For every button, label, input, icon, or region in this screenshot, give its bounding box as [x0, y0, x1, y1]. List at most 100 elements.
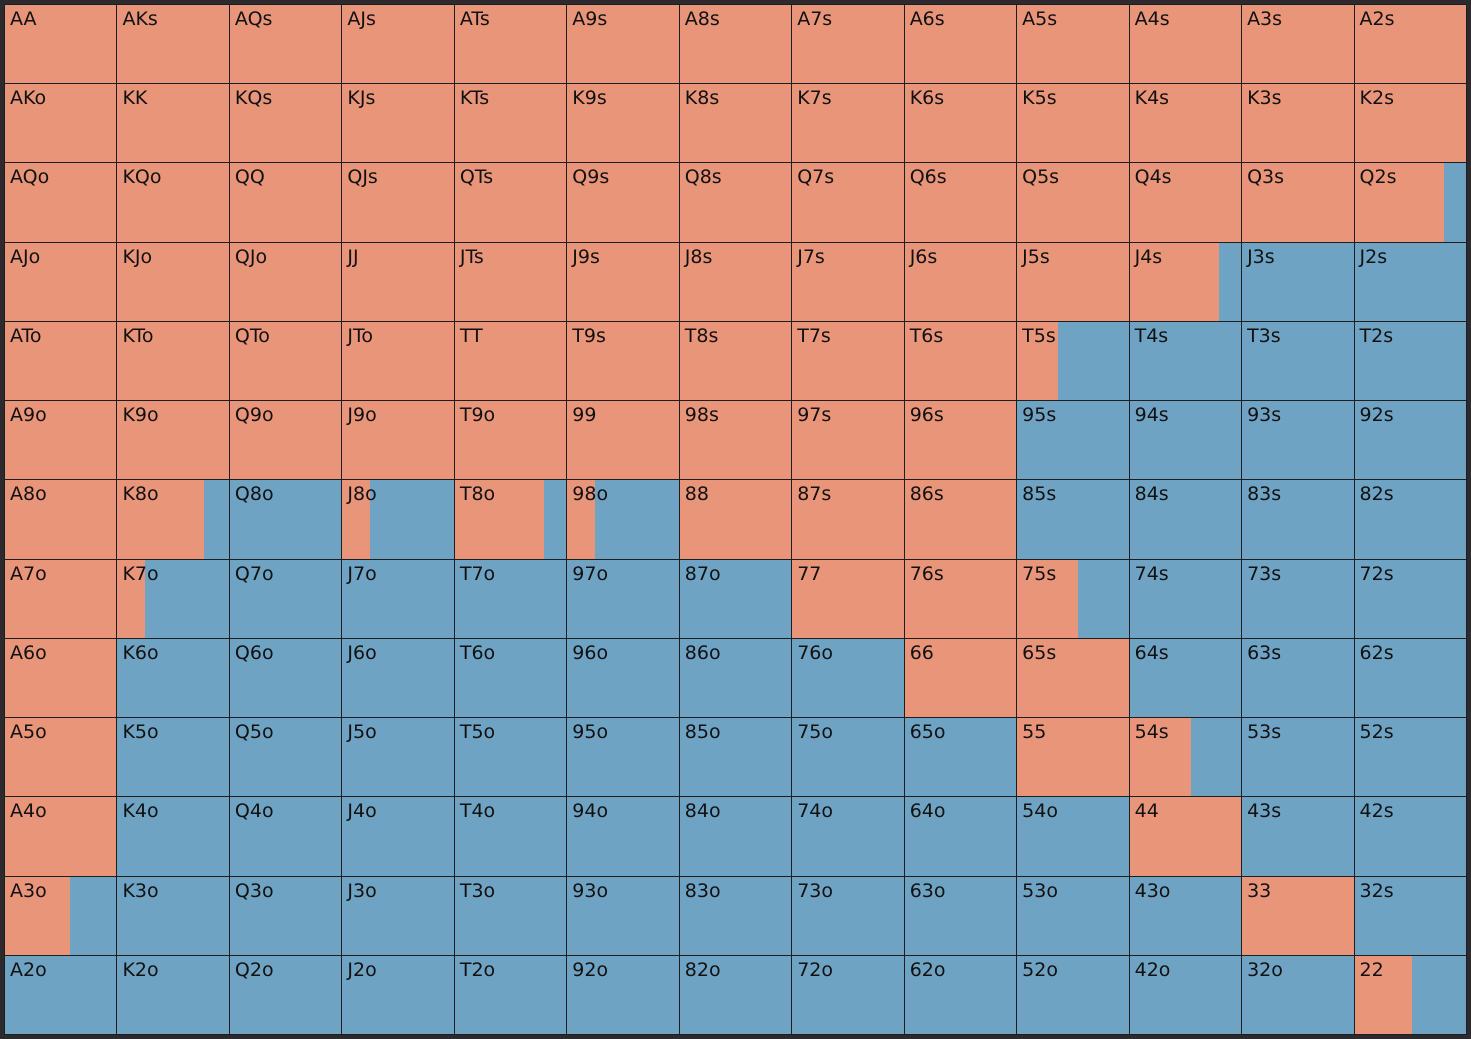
hand-cell-98o[interactable]: 98o: [567, 480, 679, 559]
hand-cell-43o[interactable]: 43o: [1129, 876, 1242, 955]
hand-cell-88[interactable]: 88: [679, 480, 792, 559]
hand-cell-j2s[interactable]: J2s: [1354, 242, 1466, 321]
hand-cell-52o[interactable]: 52o: [1017, 955, 1129, 1034]
hand-cell-ato[interactable]: ATo: [5, 321, 117, 401]
hand-cell-86o[interactable]: 86o: [679, 638, 792, 718]
hand-cell-ajs[interactable]: AJs: [342, 5, 454, 84]
hand-cell-86s[interactable]: 86s: [904, 480, 1017, 559]
hand-cell-93s[interactable]: 93s: [1242, 401, 1354, 480]
hand-cell-k4s[interactable]: K4s: [1129, 84, 1242, 163]
hand-cell-83s[interactable]: 83s: [1242, 480, 1354, 559]
hand-cell-64s[interactable]: 64s: [1129, 638, 1242, 718]
hand-cell-a2o[interactable]: A2o: [5, 955, 117, 1034]
hand-cell-a5o[interactable]: A5o: [5, 718, 117, 797]
hand-cell-44[interactable]: 44: [1129, 797, 1242, 876]
hand-cell-kqs[interactable]: KQs: [229, 84, 342, 163]
hand-cell-q6o[interactable]: Q6o: [229, 638, 342, 718]
hand-cell-76s[interactable]: 76s: [904, 559, 1017, 638]
hand-cell-t9s[interactable]: T9s: [567, 321, 679, 401]
hand-cell-aa[interactable]: AA: [5, 5, 117, 84]
hand-cell-a7s[interactable]: A7s: [792, 5, 904, 84]
hand-cell-97s[interactable]: 97s: [792, 401, 904, 480]
hand-cell-98s[interactable]: 98s: [679, 401, 792, 480]
hand-cell-qq[interactable]: QQ: [229, 163, 342, 242]
hand-cell-k9s[interactable]: K9s: [567, 84, 679, 163]
hand-cell-jts[interactable]: JTs: [454, 242, 567, 321]
hand-cell-t2o[interactable]: T2o: [454, 955, 567, 1034]
hand-cell-k5s[interactable]: K5s: [1017, 84, 1129, 163]
hand-cell-t5s[interactable]: T5s: [1017, 321, 1129, 401]
hand-cell-93o[interactable]: 93o: [567, 876, 679, 955]
hand-cell-kqo[interactable]: KQo: [117, 163, 229, 242]
hand-cell-42o[interactable]: 42o: [1129, 955, 1242, 1034]
hand-cell-q5s[interactable]: Q5s: [1017, 163, 1129, 242]
hand-cell-t4s[interactable]: T4s: [1129, 321, 1242, 401]
hand-cell-j8o[interactable]: J8o: [342, 480, 454, 559]
hand-cell-kto[interactable]: KTo: [117, 321, 229, 401]
hand-cell-43s[interactable]: 43s: [1242, 797, 1354, 876]
hand-cell-74o[interactable]: 74o: [792, 797, 904, 876]
hand-cell-95o[interactable]: 95o: [567, 718, 679, 797]
hand-cell-53s[interactable]: 53s: [1242, 718, 1354, 797]
hand-cell-k9o[interactable]: K9o: [117, 401, 229, 480]
hand-cell-77[interactable]: 77: [792, 559, 904, 638]
hand-cell-j7s[interactable]: J7s: [792, 242, 904, 321]
hand-cell-k8s[interactable]: K8s: [679, 84, 792, 163]
hand-cell-73s[interactable]: 73s: [1242, 559, 1354, 638]
hand-cell-a8o[interactable]: A8o: [5, 480, 117, 559]
hand-cell-53o[interactable]: 53o: [1017, 876, 1129, 955]
hand-cell-65s[interactable]: 65s: [1017, 638, 1129, 718]
hand-cell-t2s[interactable]: T2s: [1354, 321, 1466, 401]
hand-cell-63s[interactable]: 63s: [1242, 638, 1354, 718]
hand-cell-qts[interactable]: QTs: [454, 163, 567, 242]
hand-cell-87s[interactable]: 87s: [792, 480, 904, 559]
hand-cell-94o[interactable]: 94o: [567, 797, 679, 876]
hand-cell-t8s[interactable]: T8s: [679, 321, 792, 401]
hand-cell-q9o[interactable]: Q9o: [229, 401, 342, 480]
hand-cell-j4s[interactable]: J4s: [1129, 242, 1242, 321]
hand-cell-87o[interactable]: 87o: [679, 559, 792, 638]
hand-cell-q5o[interactable]: Q5o: [229, 718, 342, 797]
hand-cell-33[interactable]: 33: [1242, 876, 1354, 955]
hand-cell-ats[interactable]: ATs: [454, 5, 567, 84]
hand-cell-t5o[interactable]: T5o: [454, 718, 567, 797]
hand-cell-85s[interactable]: 85s: [1017, 480, 1129, 559]
hand-cell-t9o[interactable]: T9o: [454, 401, 567, 480]
hand-cell-a3s[interactable]: A3s: [1242, 5, 1354, 84]
hand-cell-k2o[interactable]: K2o: [117, 955, 229, 1034]
hand-cell-75o[interactable]: 75o: [792, 718, 904, 797]
hand-cell-j2o[interactable]: J2o: [342, 955, 454, 1034]
hand-cell-t7o[interactable]: T7o: [454, 559, 567, 638]
hand-cell-a6o[interactable]: A6o: [5, 638, 117, 718]
hand-cell-a3o[interactable]: A3o: [5, 876, 117, 955]
hand-cell-76o[interactable]: 76o: [792, 638, 904, 718]
hand-cell-ajo[interactable]: AJo: [5, 242, 117, 321]
hand-cell-55[interactable]: 55: [1017, 718, 1129, 797]
hand-cell-j3o[interactable]: J3o: [342, 876, 454, 955]
hand-cell-q8o[interactable]: Q8o: [229, 480, 342, 559]
hand-cell-72o[interactable]: 72o: [792, 955, 904, 1034]
hand-cell-32s[interactable]: 32s: [1354, 876, 1466, 955]
hand-cell-j5s[interactable]: J5s: [1017, 242, 1129, 321]
hand-cell-64o[interactable]: 64o: [904, 797, 1017, 876]
hand-cell-aqs[interactable]: AQs: [229, 5, 342, 84]
hand-cell-97o[interactable]: 97o: [567, 559, 679, 638]
hand-cell-95s[interactable]: 95s: [1017, 401, 1129, 480]
hand-cell-85o[interactable]: 85o: [679, 718, 792, 797]
hand-cell-k6o[interactable]: K6o: [117, 638, 229, 718]
hand-cell-t7s[interactable]: T7s: [792, 321, 904, 401]
hand-cell-qjs[interactable]: QJs: [342, 163, 454, 242]
hand-cell-a4s[interactable]: A4s: [1129, 5, 1242, 84]
hand-cell-q3o[interactable]: Q3o: [229, 876, 342, 955]
hand-cell-jj[interactable]: JJ: [342, 242, 454, 321]
hand-cell-k2s[interactable]: K2s: [1354, 84, 1466, 163]
hand-cell-t6o[interactable]: T6o: [454, 638, 567, 718]
hand-cell-65o[interactable]: 65o: [904, 718, 1017, 797]
hand-cell-q6s[interactable]: Q6s: [904, 163, 1017, 242]
hand-cell-kjo[interactable]: KJo: [117, 242, 229, 321]
hand-cell-aks[interactable]: AKs: [117, 5, 229, 84]
hand-cell-ako[interactable]: AKo: [5, 84, 117, 163]
hand-cell-54o[interactable]: 54o: [1017, 797, 1129, 876]
hand-cell-63o[interactable]: 63o: [904, 876, 1017, 955]
hand-cell-q9s[interactable]: Q9s: [567, 163, 679, 242]
